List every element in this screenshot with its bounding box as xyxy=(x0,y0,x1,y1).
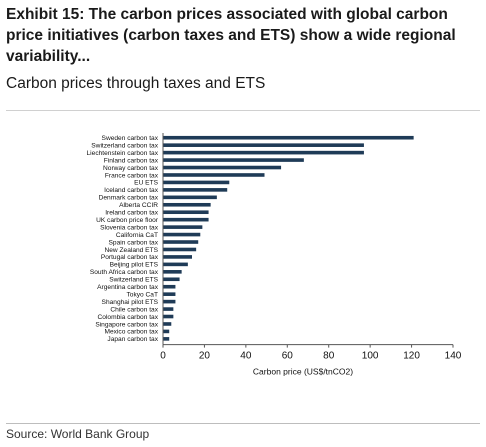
bar xyxy=(163,299,176,304)
bar xyxy=(163,307,174,311)
bar xyxy=(163,217,209,222)
category-label: Colombia carbon tax xyxy=(98,314,159,321)
category-label: Finland carbon tax xyxy=(104,157,159,164)
bar xyxy=(163,165,282,170)
x-tick-label: 0 xyxy=(160,351,166,362)
category-label: Shanghai pilot ETS xyxy=(102,299,159,306)
chart-frame: Sweden carbon tax Switzerland carbon tax L… xyxy=(6,110,480,424)
category-label: Singapore carbon tax xyxy=(95,321,158,328)
category-label: Iceland carbon tax xyxy=(104,187,159,194)
category-label: Japan carbon tax xyxy=(107,336,158,343)
bar xyxy=(163,292,176,296)
category-label: France carbon tax xyxy=(105,172,159,179)
chart-subtitle: Carbon prices through taxes and ETS xyxy=(6,75,266,92)
bar xyxy=(163,314,174,319)
category-label: Sweden carbon tax xyxy=(102,135,159,142)
x-tick-label: 140 xyxy=(445,351,462,362)
bar xyxy=(163,195,217,200)
bar xyxy=(163,255,192,259)
x-tick-label: 40 xyxy=(240,351,252,362)
x-tick-label: 20 xyxy=(199,351,211,362)
category-label: Argentina carbon tax xyxy=(97,284,159,291)
category-label: Alberta CCIR xyxy=(119,202,158,209)
category-label: EU ETS xyxy=(134,180,158,187)
category-label: South Africa carbon tax xyxy=(90,269,159,276)
bar xyxy=(163,143,364,147)
x-axis-title: Carbon price (US$/tnCO2) xyxy=(253,367,353,377)
chart-title: Exhibit 15: The carbon prices associated… xyxy=(6,6,456,65)
category-label: Portugal carbon tax xyxy=(101,254,159,261)
category-label: Denmark carbon tax xyxy=(99,195,159,202)
source-note: Source: World Bank Group xyxy=(6,427,150,441)
bar xyxy=(163,247,197,252)
bar xyxy=(163,270,182,274)
bar xyxy=(163,210,209,215)
x-tick-label: 60 xyxy=(282,351,294,362)
bar xyxy=(163,158,304,162)
bar xyxy=(163,329,170,334)
category-label: Norway carbon tax xyxy=(103,165,159,172)
category-label: Spain carbon tax xyxy=(109,239,159,246)
bar xyxy=(163,277,180,282)
category-label: New Zealand ETS xyxy=(104,247,158,254)
bar xyxy=(163,150,364,155)
x-tick-label: 80 xyxy=(323,351,335,362)
category-label: Tokyo CaT xyxy=(126,291,158,298)
bar xyxy=(163,173,265,177)
bar xyxy=(163,232,201,237)
category-label: Slovenia carbon tax xyxy=(100,224,159,231)
category-label: California CaT xyxy=(116,232,158,239)
category-label: Beijing pilot ETS xyxy=(110,262,159,269)
category-label: UK carbon price floor xyxy=(96,217,159,224)
x-tick-label: 100 xyxy=(362,351,379,362)
bar xyxy=(163,262,188,267)
category-label: Ireland carbon tax xyxy=(105,210,158,217)
category-label: Chile carbon tax xyxy=(110,306,158,313)
bar xyxy=(163,202,211,207)
bar xyxy=(163,180,230,185)
x-tick-label: 120 xyxy=(403,351,420,362)
bar xyxy=(163,337,170,341)
bar xyxy=(163,225,203,229)
bar xyxy=(163,284,176,289)
bar xyxy=(163,240,199,244)
category-label: Liechtenstein carbon tax xyxy=(87,150,159,157)
category-label: Mexico carbon tax xyxy=(104,329,158,336)
category-label: Switzerland ETS xyxy=(109,277,158,284)
bar xyxy=(163,135,414,140)
bar xyxy=(163,188,228,192)
bar xyxy=(163,322,172,326)
category-label: Switzerland carbon tax xyxy=(91,142,158,149)
